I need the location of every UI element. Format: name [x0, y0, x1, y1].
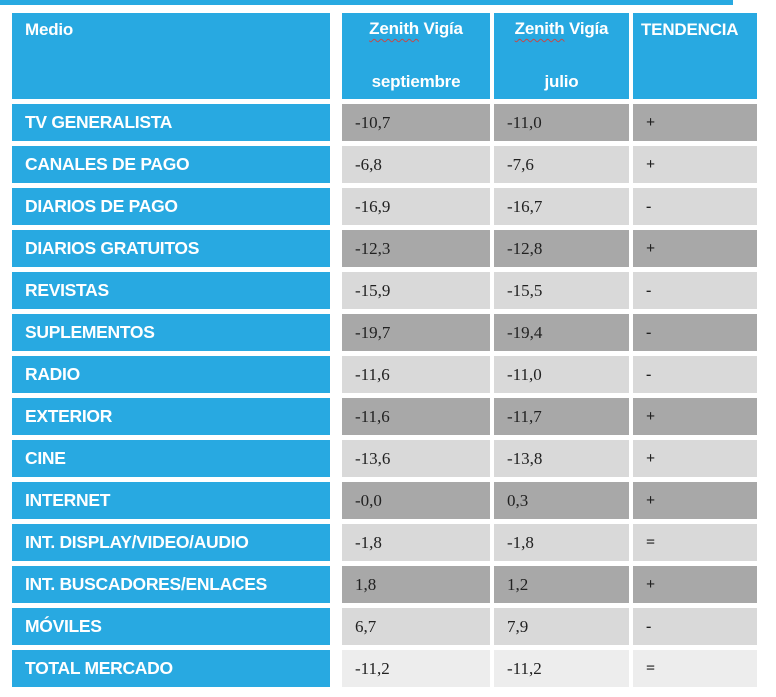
tendencia-cell: + [633, 440, 757, 477]
medio-cell: INT. DISPLAY/VIDEO/AUDIO [12, 524, 330, 561]
julio-value-cell: 1,2 [494, 566, 629, 603]
medio-label: REVISTAS [25, 280, 109, 300]
medio-label: INTERNET [25, 490, 111, 510]
medio-label: CINE [25, 448, 66, 468]
julio-value-cell: -16,7 [494, 188, 629, 225]
zenith-word-misspell-underline: Zenith [369, 19, 419, 38]
medio-cell: CINE [12, 440, 330, 477]
medio-cell: CANALES DE PAGO [12, 146, 330, 183]
tendencia-cell: - [633, 314, 757, 351]
septiembre-value-cell: -1,8 [342, 524, 490, 561]
septiembre-value-cell: -19,7 [342, 314, 490, 351]
medio-cell: RADIO [12, 356, 330, 393]
medio-cell: TOTAL MERCADO [12, 650, 330, 687]
tendencia-cell: - [633, 608, 757, 645]
medio-label: SUPLEMENTOS [25, 322, 155, 342]
septiembre-value-cell: -15,9 [342, 272, 490, 309]
column-header-tendencia-label: TENDENCIA [641, 20, 739, 39]
medio-cell: DIARIOS GRATUITOS [12, 230, 330, 267]
julio-value-cell: -11,2 [494, 650, 629, 687]
tendencia-cell: - [633, 188, 757, 225]
septiembre-value-cell: -11,6 [342, 356, 490, 393]
media-forecast-table: Medio Zenith Vigía septiembre Zenith Vig… [12, 13, 757, 687]
medio-cell: INTERNET [12, 482, 330, 519]
tendencia-cell: + [633, 146, 757, 183]
julio-value-cell: 7,9 [494, 608, 629, 645]
septiembre-value-cell: -0,0 [342, 482, 490, 519]
medio-label: MÓVILES [25, 616, 102, 636]
medio-cell: INT. BUSCADORES/ENLACES [12, 566, 330, 603]
column-header-medio: Medio [12, 13, 330, 99]
tendencia-cell: + [633, 482, 757, 519]
septiembre-value-cell: -10,7 [342, 104, 490, 141]
top-accent-bar [0, 0, 733, 5]
medio-label: RADIO [25, 364, 80, 384]
medio-label: CANALES DE PAGO [25, 154, 190, 174]
julio-value-cell: -1,8 [494, 524, 629, 561]
tendencia-cell: + [633, 398, 757, 435]
septiembre-value-cell: -11,2 [342, 650, 490, 687]
septiembre-value-cell: -12,3 [342, 230, 490, 267]
tendencia-cell: + [633, 104, 757, 141]
column-header-tendencia: TENDENCIA [633, 13, 757, 99]
medio-cell: SUPLEMENTOS [12, 314, 330, 351]
julio-value-cell: -15,5 [494, 272, 629, 309]
zenith-word-misspell-underline: Zenith [514, 19, 565, 38]
tendencia-cell: - [633, 272, 757, 309]
tendencia-cell: = [633, 524, 757, 561]
column-header-medio-label: Medio [25, 20, 74, 39]
column-header-zenith-julio: Zenith Vigía julio [494, 13, 629, 99]
septiembre-value-cell: 6,7 [342, 608, 490, 645]
medio-label: TOTAL MERCADO [25, 658, 173, 678]
julio-value-cell: 0,3 [494, 482, 629, 519]
tendencia-cell: + [633, 230, 757, 267]
tendencia-cell: = [633, 650, 757, 687]
julio-value-cell: -11,0 [494, 356, 629, 393]
medio-cell: EXTERIOR [12, 398, 330, 435]
medio-cell: MÓVILES [12, 608, 330, 645]
julio-value-cell: -11,7 [494, 398, 629, 435]
julio-value-cell: -12,8 [494, 230, 629, 267]
medio-label: INT. BUSCADORES/ENLACES [25, 574, 268, 594]
septiembre-value-cell: 1,8 [342, 566, 490, 603]
tendencia-cell: - [633, 356, 757, 393]
julio-value-cell: -13,8 [494, 440, 629, 477]
septiembre-value-cell: -6,8 [342, 146, 490, 183]
medio-label: DIARIOS GRATUITOS [25, 238, 200, 258]
julio-value-cell: -7,6 [494, 146, 629, 183]
vigia-word: Vigía [569, 19, 609, 38]
medio-label: TV GENERALISTA [25, 112, 173, 132]
medio-cell: TV GENERALISTA [12, 104, 330, 141]
medio-label: INT. DISPLAY/VIDEO/AUDIO [25, 532, 249, 552]
vigia-word: Vigía [423, 19, 464, 38]
julio-value-cell: -19,4 [494, 314, 629, 351]
julio-value-cell: -11,0 [494, 104, 629, 141]
medio-label: DIARIOS DE PAGO [25, 196, 178, 216]
column-header-zenith-septiembre: Zenith Vigía septiembre [342, 13, 490, 99]
period-label-septiembre: septiembre [371, 72, 461, 91]
tendencia-cell: + [633, 566, 757, 603]
medio-label: EXTERIOR [25, 406, 113, 426]
septiembre-value-cell: -11,6 [342, 398, 490, 435]
septiembre-value-cell: -16,9 [342, 188, 490, 225]
zenith-vigia-brand-line: Zenith Vigía [515, 19, 609, 39]
septiembre-value-cell: -13,6 [342, 440, 490, 477]
medio-cell: DIARIOS DE PAGO [12, 188, 330, 225]
medio-cell: REVISTAS [12, 272, 330, 309]
zenith-vigia-brand-line: Zenith Vigía [369, 19, 463, 39]
period-label-julio: julio [544, 72, 579, 91]
